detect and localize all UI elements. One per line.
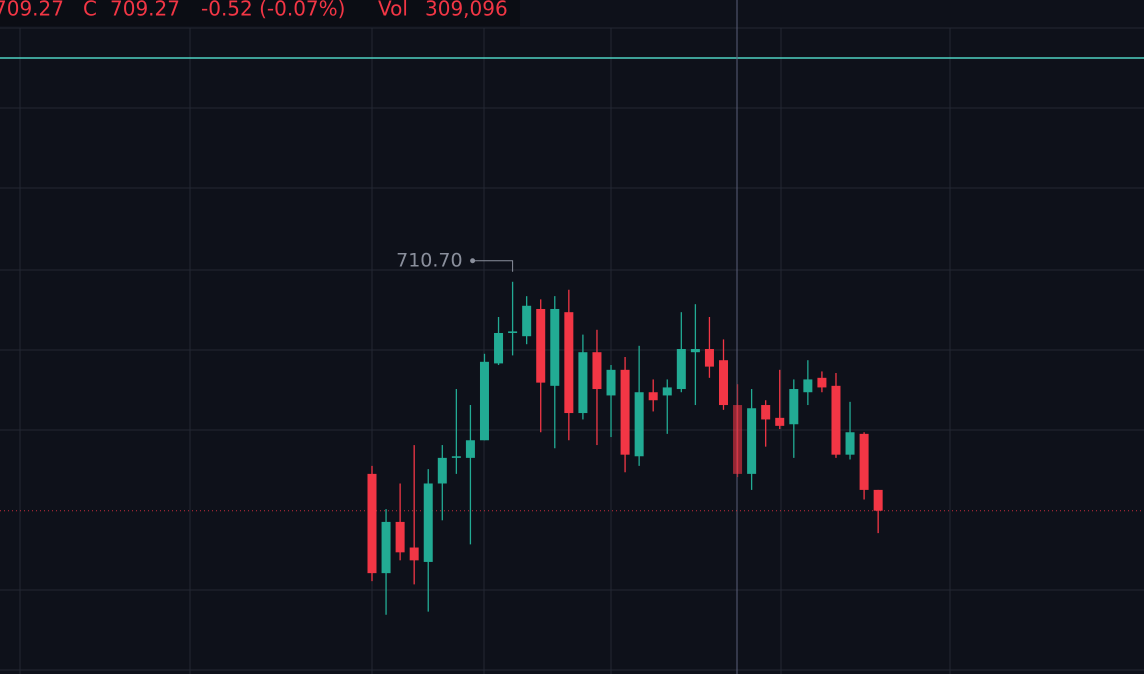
- change: -0.52 (-0.07%): [201, 0, 345, 21]
- candle-body: [704, 349, 714, 367]
- grid: [0, 27, 1144, 674]
- close-key: C: [83, 0, 97, 21]
- candle-body: [676, 349, 686, 390]
- candle-body: [634, 392, 644, 457]
- candle-body: [803, 379, 813, 393]
- candle-body: [747, 408, 757, 474]
- candle-body: [536, 308, 546, 383]
- candle-body: [620, 369, 630, 455]
- candle-body: [606, 369, 616, 396]
- candle-body: [479, 361, 489, 441]
- candle-body: [761, 405, 771, 420]
- annotation-leader: [472, 260, 514, 272]
- candle-body: [409, 547, 419, 561]
- candle-body: [381, 521, 391, 574]
- candle-body: [367, 473, 377, 574]
- volume-value: 309,096: [425, 0, 508, 21]
- candle-body: [690, 349, 700, 353]
- candle-body: [789, 389, 799, 425]
- candle-body: [831, 385, 841, 455]
- candle-body: [508, 331, 518, 333]
- candle-body: [817, 377, 827, 388]
- candle-body: [775, 417, 785, 426]
- candle-body: [564, 312, 574, 414]
- candle-body: [845, 432, 855, 455]
- candle-body: [437, 457, 447, 484]
- header: 709.27 C 709.27 -0.52 (-0.07%) Vol 309,0…: [0, 0, 520, 26]
- candle-body: [873, 489, 883, 511]
- candle-body: [494, 332, 504, 364]
- candle-body: [451, 456, 461, 458]
- candle-body: [522, 305, 532, 337]
- annotation-dot: [470, 258, 476, 264]
- annotation-label: 710.70: [396, 249, 462, 271]
- candle-body: [859, 433, 869, 490]
- candle-body: [395, 521, 405, 553]
- candle-body: [423, 483, 433, 562]
- candle-body: [648, 392, 658, 401]
- candles: 710.70: [0, 249, 1144, 615]
- volume-key: Vol: [378, 0, 408, 21]
- low-value: 709.27: [0, 0, 64, 21]
- close-value: 709.27: [110, 0, 180, 21]
- candle-body: [578, 352, 588, 414]
- candle-body: [733, 405, 743, 474]
- candle-body: [592, 352, 602, 390]
- header-bg: [0, 0, 520, 26]
- candle-body: [550, 308, 560, 386]
- candle-body: [662, 387, 672, 396]
- candle-body: [719, 360, 728, 406]
- candle-body: [465, 440, 475, 458]
